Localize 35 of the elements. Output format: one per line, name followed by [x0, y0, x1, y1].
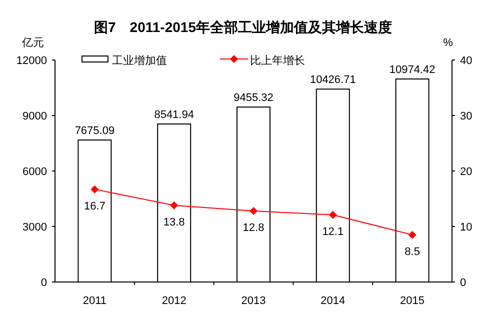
y2-tick-label: 10: [460, 222, 472, 234]
point: [170, 201, 178, 210]
point: [328, 210, 337, 219]
y-tick-label: 12000: [16, 55, 47, 67]
data-label: 9455.32: [234, 92, 274, 104]
x-tick-label: 2014: [320, 295, 346, 307]
y-tick-label: 3000: [22, 222, 47, 234]
data-label: 8.5: [404, 246, 420, 258]
y-tick-label: 9000: [22, 110, 47, 122]
point: [90, 185, 99, 194]
y-tick-label: 6000: [22, 166, 47, 178]
point: [408, 230, 416, 239]
data-label: 8541.94: [154, 108, 194, 121]
chart-title: 图7 2011-2015年全部工业增加值及其增长速度: [94, 19, 392, 35]
y2-tick-label: 20: [460, 166, 472, 178]
y-axis-title: 亿元: [21, 37, 44, 49]
legend-label: 工业增加值: [112, 54, 167, 67]
y2-tick-label: 0: [460, 277, 466, 289]
y2-tick-label: 30: [460, 110, 472, 122]
data-label: 10426.71: [310, 74, 356, 86]
x-tick-label: 2013: [241, 295, 266, 307]
x-tick-label: 2012: [162, 295, 186, 307]
data-label: 12.8: [242, 222, 264, 234]
y-tick-label: 0: [40, 277, 47, 289]
x-tick-label: 2015: [400, 295, 425, 307]
point: [250, 206, 258, 215]
data-label: 13.8: [163, 216, 185, 228]
data-label: 10974.42: [389, 64, 436, 76]
y2-tick-label: 40: [460, 55, 472, 67]
data-label: 12.1: [322, 226, 344, 238]
data-label: 7675.09: [74, 125, 115, 138]
legend-label: 比上年增长: [250, 54, 305, 67]
x-tick-label: 2011: [82, 295, 107, 307]
y2-axis-title: %: [443, 37, 454, 49]
data-label: 16.7: [84, 200, 106, 212]
